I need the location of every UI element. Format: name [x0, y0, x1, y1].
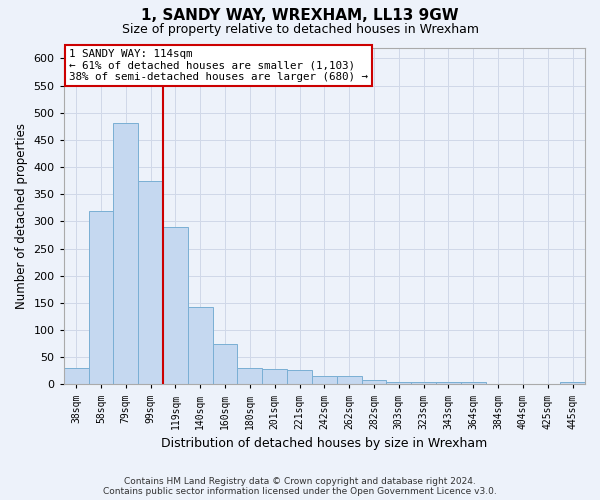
Bar [262, 368, 287, 384]
Bar [312, 376, 337, 384]
Text: Size of property relative to detached houses in Wrexham: Size of property relative to detached ho… [121, 22, 479, 36]
Bar [436, 382, 461, 384]
Y-axis label: Number of detached properties: Number of detached properties [15, 123, 28, 309]
Bar [163, 228, 188, 384]
Bar [138, 180, 163, 384]
X-axis label: Distribution of detached houses by size in Wrexham: Distribution of detached houses by size … [161, 437, 487, 450]
Bar [362, 380, 386, 384]
Bar [212, 344, 238, 384]
Bar [560, 382, 585, 384]
Text: 1 SANDY WAY: 114sqm
← 61% of detached houses are smaller (1,103)
38% of semi-det: 1 SANDY WAY: 114sqm ← 61% of detached ho… [69, 49, 368, 82]
Text: 1, SANDY WAY, WREXHAM, LL13 9GW: 1, SANDY WAY, WREXHAM, LL13 9GW [141, 8, 459, 22]
Bar [461, 382, 486, 384]
Bar [64, 368, 89, 384]
Bar [113, 123, 138, 384]
Bar [238, 368, 262, 384]
Bar [188, 306, 212, 384]
Bar [411, 382, 436, 384]
Bar [337, 376, 362, 384]
Bar [287, 370, 312, 384]
Text: Contains HM Land Registry data © Crown copyright and database right 2024.
Contai: Contains HM Land Registry data © Crown c… [103, 476, 497, 496]
Bar [386, 382, 411, 384]
Bar [89, 210, 113, 384]
